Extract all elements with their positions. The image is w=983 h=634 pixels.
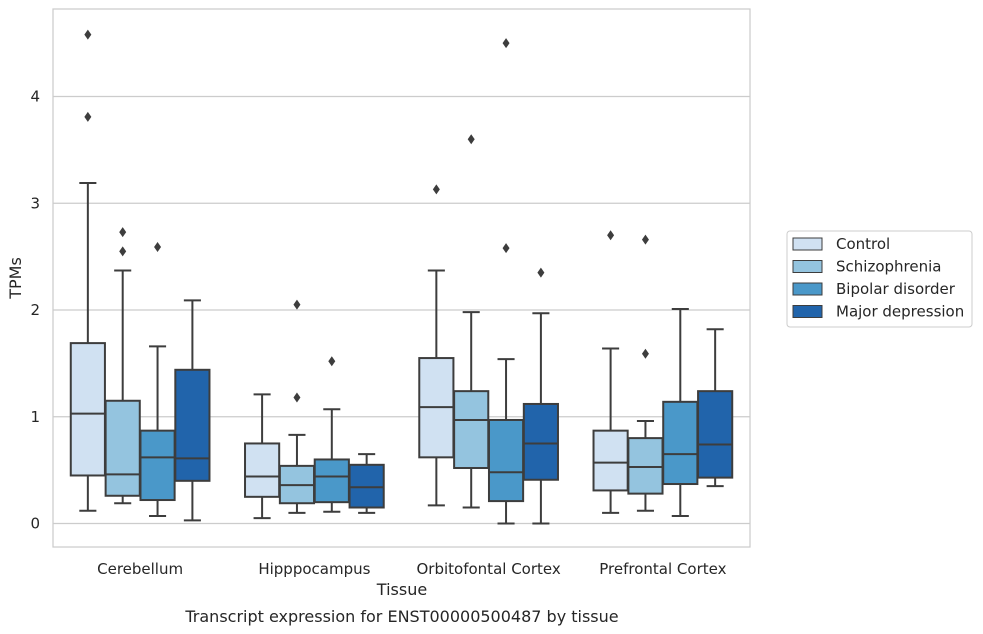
box-schizophrenia [104, 227, 141, 505]
iqr-box [313, 458, 350, 504]
iqr-box [522, 402, 559, 481]
y-tick-label: 4 [30, 88, 40, 106]
outlier-point [467, 134, 475, 145]
outlier-point [293, 299, 301, 310]
legend-label: Control [836, 235, 890, 253]
box-major-depression [348, 453, 385, 514]
gridlines [53, 95, 750, 525]
legend-swatch [792, 260, 823, 273]
outlier-point [293, 392, 301, 403]
outlier-point [84, 29, 92, 40]
legend-label: Bipolar disorder [836, 280, 956, 298]
iqr-box [592, 429, 629, 492]
iqr-box [487, 418, 525, 503]
x-ticks: Cerebellum Hipppocampus Orbitofontal Corte… [97, 560, 726, 578]
chart-caption: Transcript expression for ENST0000050048… [184, 607, 618, 626]
outlier-point [432, 184, 440, 195]
box-control [69, 29, 106, 512]
box-control [244, 393, 281, 520]
box-major-depression [522, 267, 559, 525]
box-schizophrenia [278, 299, 316, 514]
iqr-box [348, 463, 385, 509]
x-axis-title: Tissue [376, 580, 427, 599]
outlier-point [641, 348, 649, 359]
legend-swatch [792, 282, 823, 296]
outlier-point [328, 356, 336, 367]
iqr-box [139, 429, 176, 502]
outlier-point [119, 246, 127, 257]
iqr-box [174, 368, 211, 482]
y-axis-title: TPMs [6, 257, 25, 300]
legend-swatch [792, 305, 823, 318]
box-bipolar-disorder [662, 307, 699, 518]
box-bipolar-disorder [313, 356, 350, 513]
iqr-box [244, 442, 281, 498]
x-tick-label: Hipppocampus [258, 560, 370, 578]
outlier-point [84, 111, 92, 122]
iqr-box [104, 399, 141, 497]
outlier-point [502, 243, 510, 254]
boxes [69, 29, 734, 525]
iqr-box [627, 437, 664, 495]
outlier-point [607, 230, 615, 241]
box-bipolar-disorder [487, 38, 525, 525]
legend-frame [786, 230, 973, 328]
box-schizophrenia [627, 234, 664, 512]
box-schizophrenia [453, 134, 490, 509]
legend-label: Schizophrenia [836, 258, 941, 276]
y-tick-label: 1 [30, 408, 40, 426]
legend-swatch [792, 237, 823, 251]
box-control [592, 230, 629, 514]
box-major-depression [174, 299, 211, 522]
box-bipolar-disorder [139, 242, 176, 518]
outlier-point [502, 38, 510, 49]
outlier-point [641, 234, 649, 245]
y-tick-label: 3 [30, 194, 40, 212]
outlier-point [119, 227, 127, 238]
outlier-point [537, 267, 545, 278]
x-tick-label: Prefrontal Cortex [599, 560, 726, 578]
x-tick-label: Orbitofontal Cortex [417, 560, 561, 578]
iqr-box [697, 390, 734, 479]
y-ticks: 0 1 2 3 4 [30, 88, 40, 533]
x-tick-label: Cerebellum [97, 560, 183, 578]
y-tick-label: 0 [30, 515, 40, 533]
iqr-box [453, 390, 490, 470]
outlier-point [154, 242, 162, 253]
iqr-box [662, 400, 699, 486]
legend: Control Schizophrenia Bipolar disorder Majo… [786, 230, 973, 328]
iqr-box [69, 342, 106, 477]
legend-label: Major depression [836, 303, 964, 321]
y-tick-label: 2 [30, 301, 40, 319]
box-major-depression [697, 328, 734, 488]
